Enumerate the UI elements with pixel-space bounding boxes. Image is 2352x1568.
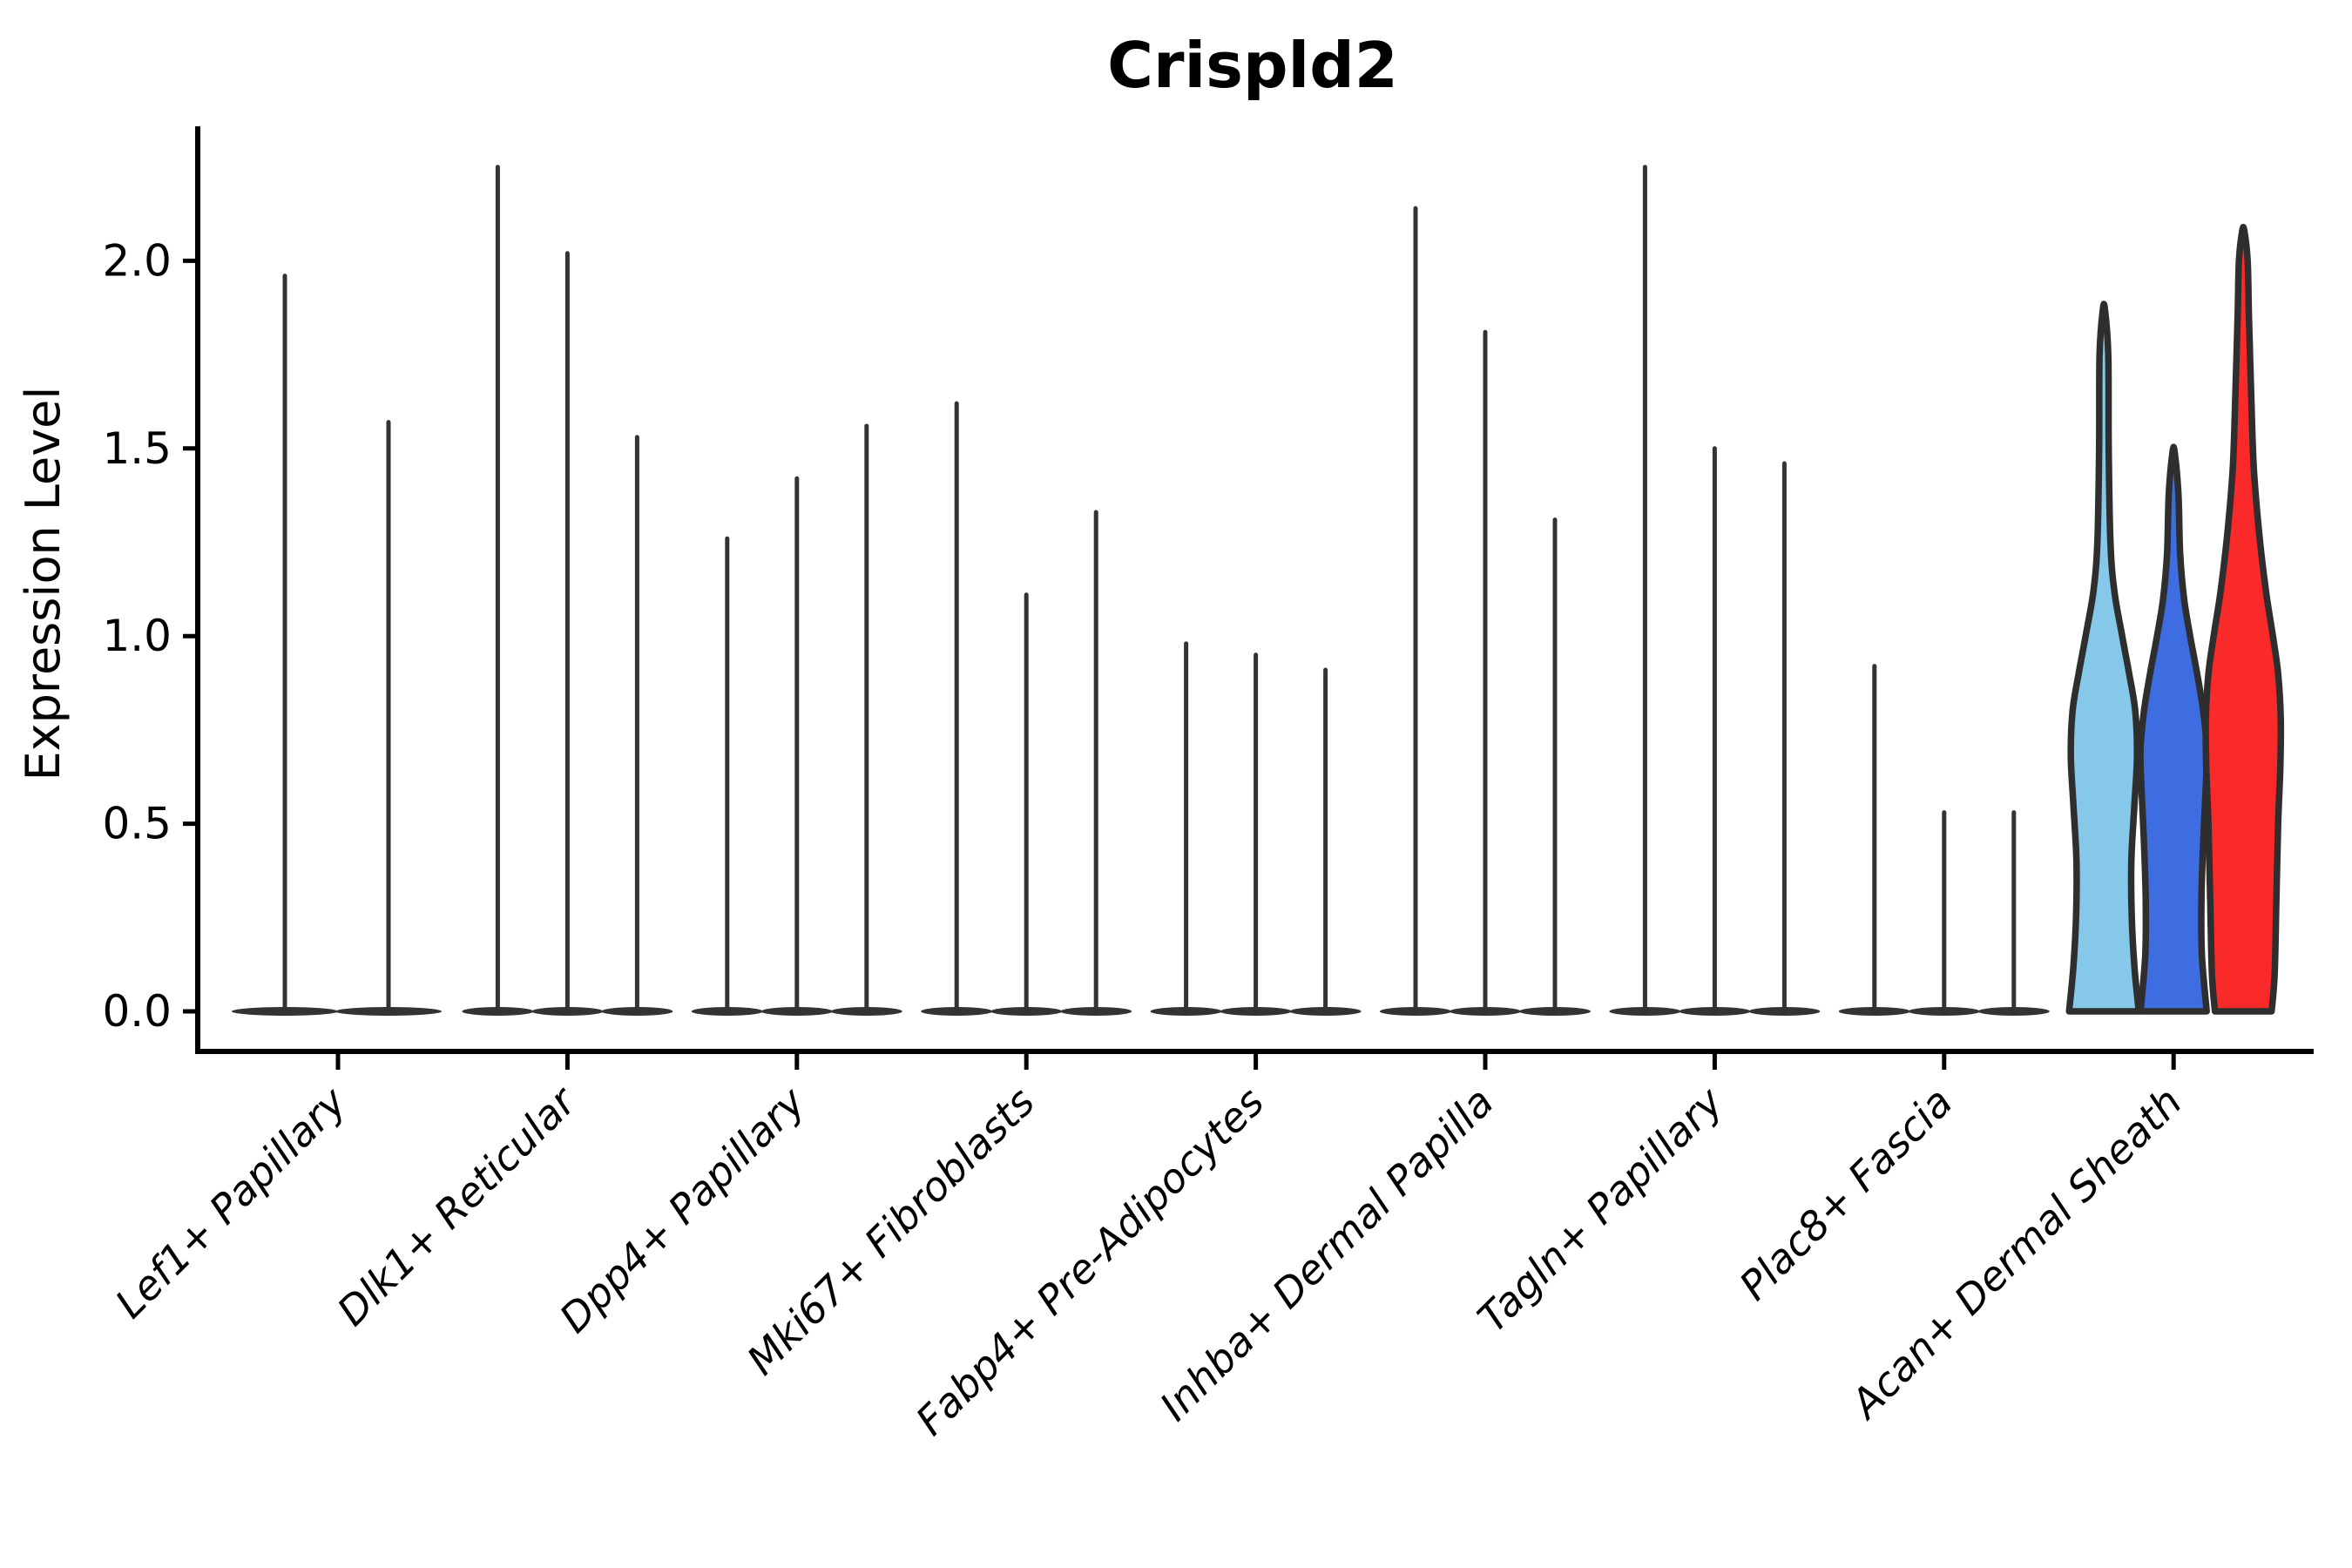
x-tick-label: Dlk1+ Reticular <box>328 1076 587 1335</box>
chart-title: Crispld2 <box>1107 29 1398 102</box>
violin-colored <box>2137 443 2211 1015</box>
y-tick-label: 0.0 <box>102 986 172 1037</box>
x-tick-label: Tagln+ Papillary <box>1469 1078 1733 1342</box>
y-tick-label: 0.5 <box>102 799 172 849</box>
x-tick-label: Lef1+ Papillary <box>106 1078 355 1327</box>
y-axis-label: Expression Level <box>16 387 71 781</box>
y-tick-label: 2.0 <box>102 235 172 286</box>
y-tick-label: 1.0 <box>102 611 172 661</box>
violin-colored <box>2065 301 2142 1015</box>
x-tick-label: Dpp4+ Papillary <box>551 1078 814 1342</box>
violin-colored <box>2202 223 2285 1015</box>
violins-layer <box>232 165 2285 1016</box>
x-tick-label: Plac8+ Fascia <box>1730 1078 1961 1309</box>
y-tick-label: 1.5 <box>102 423 172 474</box>
